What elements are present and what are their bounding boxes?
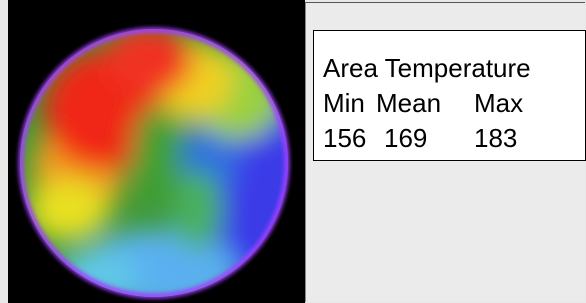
value: 156 xyxy=(323,125,366,151)
value: 169 xyxy=(384,125,427,151)
value: 183 xyxy=(474,125,517,151)
column-header: Max xyxy=(474,90,523,116)
box-title: Area Temperature xyxy=(323,55,531,81)
screen: Area Temperature Min Mean Max 156 169 18… xyxy=(0,0,586,303)
thermal-image xyxy=(8,0,305,303)
column-header: Min xyxy=(323,90,365,116)
column-header: Mean xyxy=(376,90,441,116)
